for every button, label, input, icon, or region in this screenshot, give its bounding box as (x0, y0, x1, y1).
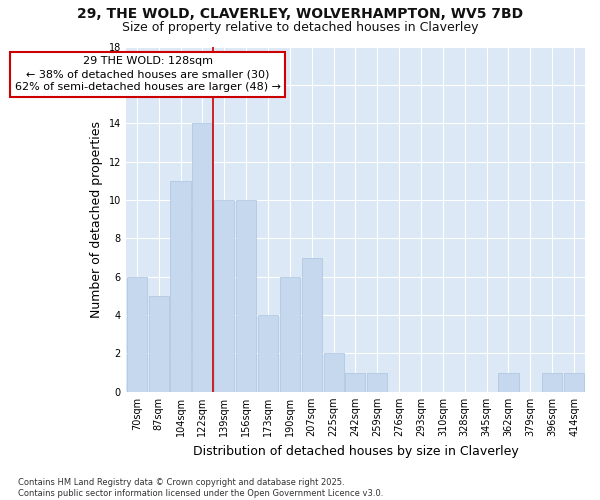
Bar (564, 372, 584, 392)
Text: 29 THE WOLD: 128sqm
← 38% of detached houses are smaller (30)
62% of semi-detach: 29 THE WOLD: 128sqm ← 38% of detached ho… (15, 56, 281, 92)
Bar (127, 276, 147, 392)
Bar (346, 372, 365, 392)
Text: Size of property relative to detached houses in Claverley: Size of property relative to detached ho… (122, 21, 478, 34)
Bar (149, 296, 169, 392)
Bar (258, 315, 278, 392)
Bar (367, 372, 388, 392)
Bar (214, 200, 235, 392)
Bar (302, 258, 322, 392)
Bar (499, 372, 518, 392)
Y-axis label: Number of detached properties: Number of detached properties (90, 120, 103, 318)
Text: Contains HM Land Registry data © Crown copyright and database right 2025.
Contai: Contains HM Land Registry data © Crown c… (18, 478, 383, 498)
Bar (323, 354, 344, 392)
Bar (542, 372, 562, 392)
X-axis label: Distribution of detached houses by size in Claverley: Distribution of detached houses by size … (193, 444, 518, 458)
Bar (280, 276, 300, 392)
Bar (193, 123, 212, 392)
Bar (236, 200, 256, 392)
Bar (170, 181, 191, 392)
Text: 29, THE WOLD, CLAVERLEY, WOLVERHAMPTON, WV5 7BD: 29, THE WOLD, CLAVERLEY, WOLVERHAMPTON, … (77, 8, 523, 22)
